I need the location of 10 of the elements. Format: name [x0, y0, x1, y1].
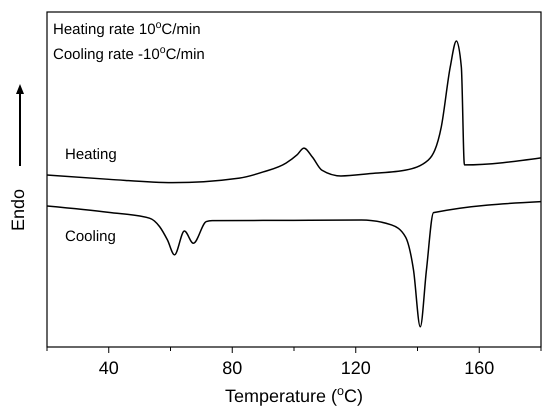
x-axis-title: Temperature ($^{o}$C)	[224, 384, 364, 406]
x-tick-label: 40	[98, 358, 119, 378]
y-axis-title: Endo	[8, 188, 28, 232]
series-label: Heating	[65, 146, 117, 164]
text: Heating rate 10$^{o}$C/min	[53, 19, 201, 38]
series-label: Cooling	[65, 228, 116, 245]
annotation: Cooling rate -10$^{o}$C/min	[53, 44, 205, 63]
x-tick-label: 160	[464, 358, 494, 378]
x-tick-label: 80	[222, 358, 242, 378]
x-tick-label: 120	[340, 358, 371, 378]
